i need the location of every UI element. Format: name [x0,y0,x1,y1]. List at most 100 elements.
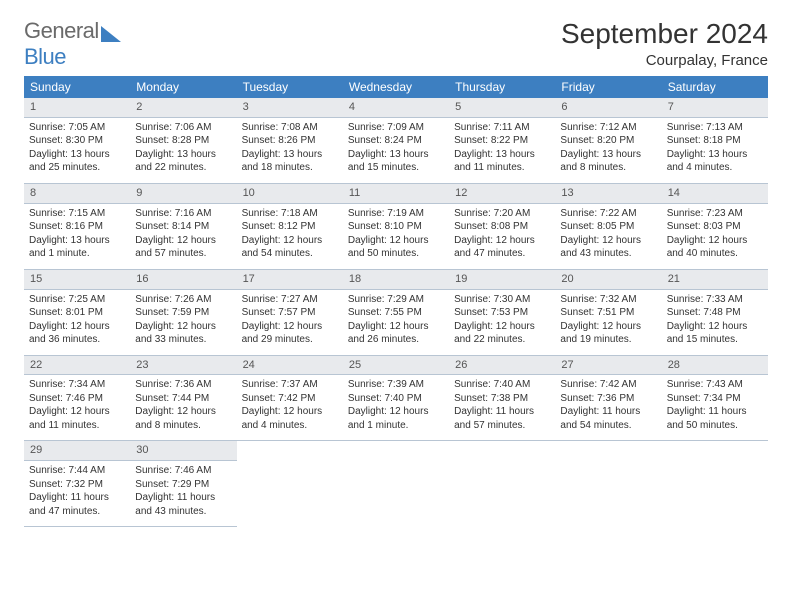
sunrise-text: Sunrise: 7:25 AM [29,293,125,307]
sunrise-text: Sunrise: 7:44 AM [29,464,125,478]
daylight-text-1: Daylight: 12 hours [454,320,550,334]
day-cell: Sunrise: 7:09 AMSunset: 8:24 PMDaylight:… [343,117,449,183]
day-number-cell: 27 [555,355,661,375]
daylight-text-1: Daylight: 12 hours [667,320,763,334]
day-cell: Sunrise: 7:22 AMSunset: 8:05 PMDaylight:… [555,203,661,269]
daylight-text-1: Daylight: 12 hours [29,405,125,419]
daylight-text-2: and 26 minutes. [348,333,444,347]
daylight-text-2: and 8 minutes. [135,419,231,433]
daylight-text-2: and 8 minutes. [560,161,656,175]
day-cell: Sunrise: 7:44 AMSunset: 7:32 PMDaylight:… [24,461,130,527]
day-number-row: 1234567 [24,98,768,117]
day-number-cell: 23 [130,355,236,375]
sunrise-text: Sunrise: 7:09 AM [348,121,444,135]
sunrise-text: Sunrise: 7:27 AM [242,293,338,307]
sunrise-text: Sunrise: 7:30 AM [454,293,550,307]
sunset-text: Sunset: 7:59 PM [135,306,231,320]
day-number-cell: 6 [555,98,661,117]
sunrise-text: Sunrise: 7:40 AM [454,378,550,392]
header-row: General Blue September 2024 Courpalay, F… [24,18,768,70]
daylight-text-2: and 25 minutes. [29,161,125,175]
sunset-text: Sunset: 7:42 PM [242,392,338,406]
day-cell: Sunrise: 7:33 AMSunset: 7:48 PMDaylight:… [662,289,768,355]
day-cell: Sunrise: 7:32 AMSunset: 7:51 PMDaylight:… [555,289,661,355]
sunset-text: Sunset: 7:36 PM [560,392,656,406]
sunrise-text: Sunrise: 7:20 AM [454,207,550,221]
day-number-cell [449,441,555,461]
daylight-text-2: and 47 minutes. [29,505,125,519]
daylight-text-2: and 11 minutes. [454,161,550,175]
weekday-header: Friday [555,76,661,98]
sunset-text: Sunset: 7:40 PM [348,392,444,406]
day-cell: Sunrise: 7:08 AMSunset: 8:26 PMDaylight:… [237,117,343,183]
day-number-cell: 17 [237,269,343,289]
daylight-text-2: and 54 minutes. [242,247,338,261]
day-number-cell: 19 [449,269,555,289]
day-number-cell: 25 [343,355,449,375]
daylight-text-1: Daylight: 11 hours [454,405,550,419]
day-number-cell: 20 [555,269,661,289]
day-cell: Sunrise: 7:12 AMSunset: 8:20 PMDaylight:… [555,117,661,183]
day-cell: Sunrise: 7:06 AMSunset: 8:28 PMDaylight:… [130,117,236,183]
day-content-row: Sunrise: 7:05 AMSunset: 8:30 PMDaylight:… [24,117,768,183]
sunset-text: Sunset: 8:16 PM [29,220,125,234]
daylight-text-1: Daylight: 13 hours [348,148,444,162]
daylight-text-2: and 4 minutes. [242,419,338,433]
sunrise-text: Sunrise: 7:46 AM [135,464,231,478]
daylight-text-1: Daylight: 12 hours [560,320,656,334]
sunset-text: Sunset: 7:57 PM [242,306,338,320]
sunrise-text: Sunrise: 7:32 AM [560,293,656,307]
day-cell: Sunrise: 7:11 AMSunset: 8:22 PMDaylight:… [449,117,555,183]
day-cell [237,461,343,527]
day-cell: Sunrise: 7:15 AMSunset: 8:16 PMDaylight:… [24,203,130,269]
sunset-text: Sunset: 7:38 PM [454,392,550,406]
calendar-table: SundayMondayTuesdayWednesdayThursdayFrid… [24,76,768,527]
daylight-text-2: and 43 minutes. [135,505,231,519]
day-cell: Sunrise: 7:40 AMSunset: 7:38 PMDaylight:… [449,375,555,441]
daylight-text-1: Daylight: 13 hours [454,148,550,162]
day-cell: Sunrise: 7:26 AMSunset: 7:59 PMDaylight:… [130,289,236,355]
weekday-header: Sunday [24,76,130,98]
sunset-text: Sunset: 7:51 PM [560,306,656,320]
day-cell: Sunrise: 7:16 AMSunset: 8:14 PMDaylight:… [130,203,236,269]
day-cell: Sunrise: 7:46 AMSunset: 7:29 PMDaylight:… [130,461,236,527]
daylight-text-1: Daylight: 12 hours [242,405,338,419]
daylight-text-2: and 40 minutes. [667,247,763,261]
daylight-text-1: Daylight: 13 hours [560,148,656,162]
sunset-text: Sunset: 8:28 PM [135,134,231,148]
day-cell: Sunrise: 7:05 AMSunset: 8:30 PMDaylight:… [24,117,130,183]
sunrise-text: Sunrise: 7:08 AM [242,121,338,135]
sunrise-text: Sunrise: 7:18 AM [242,207,338,221]
day-cell: Sunrise: 7:18 AMSunset: 8:12 PMDaylight:… [237,203,343,269]
weekday-header-row: SundayMondayTuesdayWednesdayThursdayFrid… [24,76,768,98]
sunset-text: Sunset: 7:34 PM [667,392,763,406]
day-number-row: 891011121314 [24,183,768,203]
sunrise-text: Sunrise: 7:15 AM [29,207,125,221]
daylight-text-2: and 15 minutes. [667,333,763,347]
sunrise-text: Sunrise: 7:34 AM [29,378,125,392]
daylight-text-2: and 47 minutes. [454,247,550,261]
weekday-header: Wednesday [343,76,449,98]
sunrise-text: Sunrise: 7:19 AM [348,207,444,221]
day-cell: Sunrise: 7:13 AMSunset: 8:18 PMDaylight:… [662,117,768,183]
daylight-text-2: and 19 minutes. [560,333,656,347]
day-number-cell: 18 [343,269,449,289]
day-number-cell: 3 [237,98,343,117]
sunrise-text: Sunrise: 7:39 AM [348,378,444,392]
sunrise-text: Sunrise: 7:43 AM [667,378,763,392]
page-title: September 2024 [561,18,768,50]
daylight-text-1: Daylight: 12 hours [242,234,338,248]
day-number-cell: 7 [662,98,768,117]
day-number-cell [343,441,449,461]
daylight-text-1: Daylight: 12 hours [454,234,550,248]
daylight-text-1: Daylight: 13 hours [29,234,125,248]
day-number-cell: 28 [662,355,768,375]
sunset-text: Sunset: 7:46 PM [29,392,125,406]
daylight-text-2: and 50 minutes. [348,247,444,261]
daylight-text-1: Daylight: 13 hours [667,148,763,162]
day-number-cell: 4 [343,98,449,117]
day-content-row: Sunrise: 7:15 AMSunset: 8:16 PMDaylight:… [24,203,768,269]
day-number-cell: 2 [130,98,236,117]
daylight-text-2: and 11 minutes. [29,419,125,433]
day-cell: Sunrise: 7:34 AMSunset: 7:46 PMDaylight:… [24,375,130,441]
